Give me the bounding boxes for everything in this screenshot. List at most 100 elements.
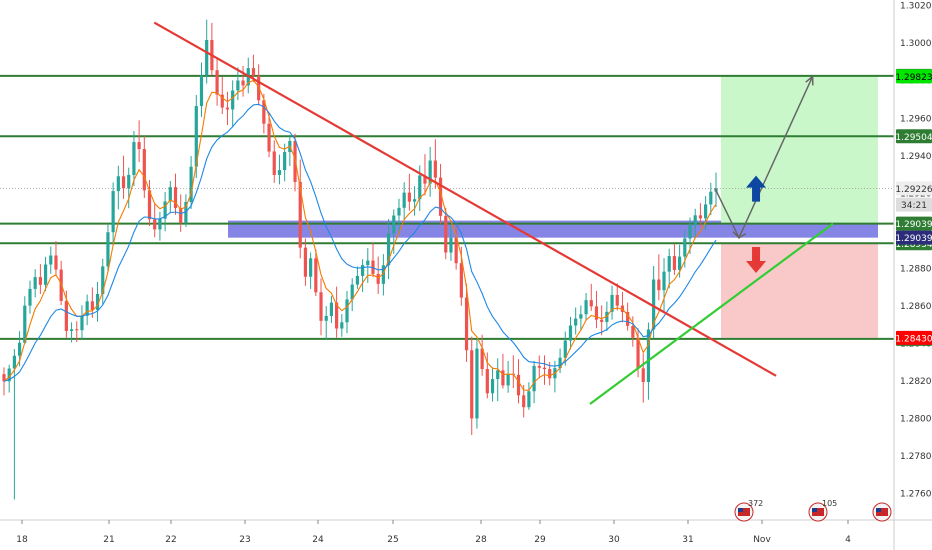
price-tag-box (896, 230, 932, 245)
candle (542, 355, 547, 385)
candle-body (7, 368, 11, 382)
candle (95, 281, 100, 322)
candle-body (168, 187, 172, 202)
candle-body (537, 365, 541, 368)
price-tag-label: 1.29504 (895, 133, 932, 143)
candle (38, 264, 42, 294)
candle-body (49, 255, 53, 265)
event-flag-2[interactable]: 105 (808, 499, 837, 522)
candle (225, 91, 230, 126)
candle-body (101, 266, 105, 294)
stop-loss-zone (721, 243, 878, 338)
time-axis[interactable] (0, 520, 932, 550)
candle-body (610, 294, 614, 312)
candle-body (350, 284, 354, 300)
price-tag-box (896, 197, 932, 212)
candle (106, 223, 110, 272)
candle (2, 367, 6, 396)
candle (662, 258, 666, 312)
candle (600, 305, 604, 336)
price-axis[interactable] (894, 0, 932, 550)
candle-body (153, 219, 157, 230)
event-flag-3[interactable] (872, 502, 892, 522)
price-tag[interactable]: 1.29039 (895, 230, 932, 245)
x-tick-label: 22 (165, 535, 176, 545)
price-tag[interactable]: 1.28430 (895, 330, 932, 345)
candle-body (522, 395, 526, 408)
candle (43, 256, 48, 292)
candle-body (698, 215, 703, 219)
candle-body (366, 260, 370, 266)
candle-body (376, 273, 380, 284)
candle (142, 135, 146, 199)
candle (121, 155, 126, 199)
price-tag-box (896, 181, 932, 196)
candle (480, 334, 484, 376)
candle (350, 278, 354, 312)
candle-body (54, 255, 58, 270)
candle (147, 180, 152, 227)
price-tag-box (896, 129, 932, 144)
candle (173, 173, 178, 215)
candle-body (272, 151, 276, 175)
take-profit-zone (721, 75, 878, 224)
candle-body (142, 149, 146, 191)
candle-body (147, 190, 152, 220)
candle (116, 165, 120, 210)
price-tag[interactable]: 1.29039 (895, 216, 932, 231)
candle (111, 182, 115, 246)
candle-body (12, 355, 16, 369)
candle (75, 321, 79, 343)
candle-body (438, 177, 443, 216)
candle-body (418, 175, 422, 200)
flag-stripe (812, 508, 824, 516)
candle-body (2, 374, 6, 382)
x-tick-label: 23 (239, 535, 250, 545)
candle (28, 280, 32, 314)
candle-body (600, 319, 604, 322)
candle-body (340, 322, 344, 329)
candle-body (106, 232, 110, 267)
price-tag[interactable]: 34:21 (896, 197, 932, 212)
candle (501, 353, 505, 389)
candle-body (283, 152, 287, 171)
candle-body (672, 256, 677, 270)
bearish-arrow (746, 247, 767, 274)
candle (464, 283, 469, 362)
candle-body (501, 370, 505, 386)
descending-trendline[interactable] (153, 21, 777, 377)
candle (652, 266, 656, 339)
candle-body (579, 314, 583, 319)
slow-moving-average (3, 103, 717, 382)
price-tag-label: 1.29039 (895, 234, 932, 244)
price-tag-label: 34:21 (901, 201, 927, 211)
event-flag-1[interactable]: 372 (734, 499, 763, 522)
candle (132, 131, 136, 187)
price-tag[interactable]: 1.29504 (895, 129, 932, 144)
candle-body (454, 237, 458, 264)
price-tag-box (896, 216, 932, 231)
candle (490, 367, 495, 402)
candle-body (163, 201, 167, 219)
candle-body (303, 247, 308, 277)
candle (163, 192, 167, 232)
candle (631, 316, 635, 347)
price-tag[interactable]: 1.29226 (895, 181, 932, 196)
candle-body (542, 367, 547, 370)
candle (402, 182, 406, 220)
flag-stripe (738, 508, 750, 516)
candle (12, 348, 16, 500)
candle (251, 54, 256, 83)
y-tick-label: 1.30000 (900, 39, 932, 49)
ascending-trendline[interactable] (589, 222, 834, 405)
candle-body (527, 391, 531, 408)
x-tick-label: 18 (16, 535, 28, 545)
candle (329, 295, 334, 324)
candle-body (17, 342, 22, 356)
candle (589, 283, 593, 311)
price-tag[interactable]: 1.29823 (895, 69, 932, 84)
candle-body (574, 318, 578, 326)
candle (303, 238, 308, 286)
